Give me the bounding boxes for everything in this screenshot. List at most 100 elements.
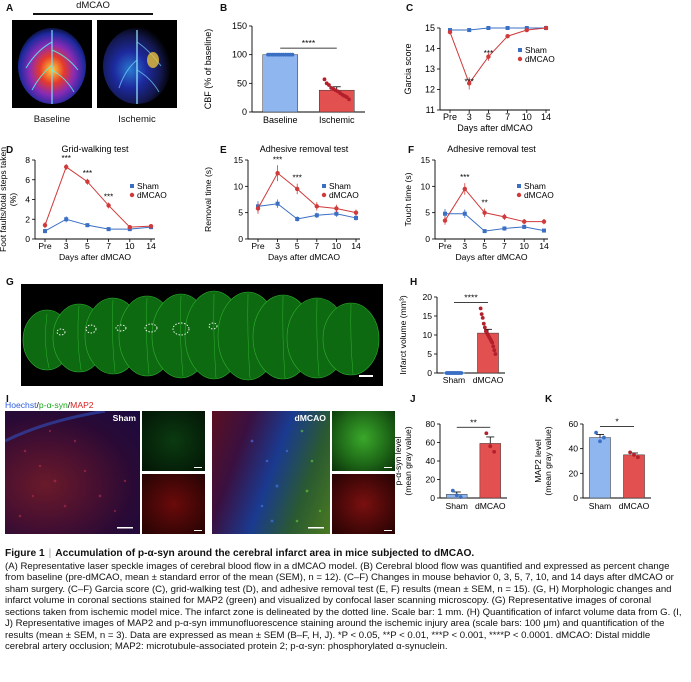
data-point-dmcao (148, 223, 154, 229)
significance-label: *** (484, 49, 493, 58)
y-axis-title: CBF (% of baseline) (203, 29, 213, 110)
y-tick-label: 60 (568, 419, 578, 429)
significance-label: *** (460, 173, 469, 182)
data-point-sham (43, 229, 47, 234)
panel-e: E 0 5 10 15 Removal time (s) Adhesive removal… (200, 143, 400, 273)
x-tick-label: Pre (438, 241, 452, 251)
data-point (478, 306, 483, 311)
scale-bar (384, 467, 392, 468)
panel-letter: A (6, 3, 14, 14)
significance-label: *** (293, 174, 302, 183)
baseline-label: Baseline (33, 114, 71, 125)
y-tick-label: 10 (420, 181, 430, 191)
series-line-sham (445, 213, 545, 232)
x-tick-label: 7 (314, 241, 319, 251)
y-axis-title: Touch time (s) (403, 172, 413, 226)
data-point-sham (462, 211, 467, 216)
touch-time-chart: 0 5 10 15 Touch time (s) Adhesive removal tes… (403, 144, 554, 262)
dmcao-header-line (33, 13, 153, 15)
figure-label: Figure 1 (5, 548, 45, 559)
x-tick-label: 14 (146, 241, 156, 251)
y-tick-label: 0 (238, 234, 243, 244)
data-point-dmcao (541, 219, 547, 224)
y-tick-label: 60 (425, 438, 435, 448)
data-point-dmcao (85, 179, 90, 184)
caption-title: Accumulation of p-α-syn around the cereb… (55, 548, 475, 559)
x-tick-label: 14 (541, 112, 551, 122)
coronal-sections-image (21, 284, 383, 386)
y-axis-title: Removal time (s) (203, 167, 213, 232)
data-point (492, 348, 497, 353)
x-tick-label: Sham (446, 501, 468, 511)
bar-dmcao (623, 454, 645, 499)
x-tick-label: Pre (251, 241, 265, 251)
legend-label: Sham (329, 181, 351, 191)
data-point-dmcao (255, 206, 261, 211)
x-tick-label: Baseline (263, 115, 298, 125)
data-point-sham (542, 228, 546, 233)
x-tick-label: 5 (486, 112, 491, 122)
panel-c: C 11 12 13 14 15 Garcia score Pre 3 5 7 10 14 Days a… (400, 0, 691, 135)
data-point-dmcao (63, 164, 69, 170)
chart-title: Adhesive removal test (260, 144, 349, 154)
sham-psyn-image (142, 411, 205, 471)
data-point-sham (314, 213, 319, 218)
y-tick-label: 5 (238, 208, 243, 218)
legend-label: dMCAO (329, 190, 359, 200)
legend-slash: / (67, 400, 71, 410)
y-tick-label: 40 (425, 456, 435, 466)
data-point-dmcao (522, 219, 527, 224)
y-tick-label: 40 (568, 444, 578, 454)
data-point (450, 488, 455, 493)
data-point (327, 83, 331, 87)
series-line-sham (450, 27, 546, 31)
series-line-dmcao (44, 166, 152, 228)
data-point (454, 493, 459, 498)
data-point-dmcao (502, 214, 507, 220)
hoechst-label: Hoechst (5, 400, 37, 410)
panel-j: J 0 20 40 60 80 p-α-syn level (mean gray value… (393, 394, 535, 524)
x-tick-label: Sham (589, 501, 611, 511)
data-point-dmcao (486, 54, 491, 59)
data-point (628, 450, 632, 455)
data-point-dmcao (524, 27, 529, 33)
map2-label: MAP2 (70, 400, 94, 410)
y-tick-label: 6 (25, 175, 30, 185)
y-tick-label: 15 (425, 23, 435, 33)
significance-label: *** (273, 155, 282, 164)
data-point (594, 430, 598, 435)
data-point (290, 52, 295, 57)
significance-label: ** (470, 417, 477, 427)
data-point (636, 455, 640, 460)
y-tick-label: 0 (430, 493, 435, 503)
data-point (491, 344, 496, 349)
panel-g: G (0, 277, 395, 389)
sham-merged-image: Sham (5, 411, 140, 534)
data-point-dmcao (353, 210, 359, 215)
panel-letter: K (545, 394, 553, 405)
data-point-sham (334, 211, 339, 216)
y-axis-title: Garcia score (403, 43, 413, 94)
caption-body: (A) Representative laser speckle images … (5, 560, 682, 653)
scale-bar (359, 375, 373, 377)
y-tick-label: 4 (25, 195, 30, 205)
data-point (459, 371, 464, 375)
panel-d: D 0 2 4 6 8 Foot faults/total steps taken (%) G… (0, 143, 200, 273)
y-tick-label: 15 (420, 155, 430, 165)
sham-merged-texture (5, 411, 133, 529)
significance-label: ** (481, 198, 487, 207)
data-point (598, 439, 602, 444)
data-point (481, 321, 486, 326)
data-point-dmcao (295, 186, 300, 192)
dmcao-psyn-image (332, 411, 395, 471)
data-point-dmcao (543, 25, 549, 31)
data-point (322, 77, 327, 82)
series-line-sham (44, 218, 152, 232)
x-tick-label: 14 (351, 241, 361, 251)
bar-baseline (262, 54, 299, 113)
psyn-level-chart: 0 20 40 60 80 p-α-syn level (mean gray value) S… (393, 417, 507, 511)
y-tick-label: 12 (425, 85, 435, 95)
legend-label: Sham (137, 181, 159, 191)
y-tick-label: 0 (242, 107, 247, 117)
significance-label: **** (302, 38, 316, 48)
